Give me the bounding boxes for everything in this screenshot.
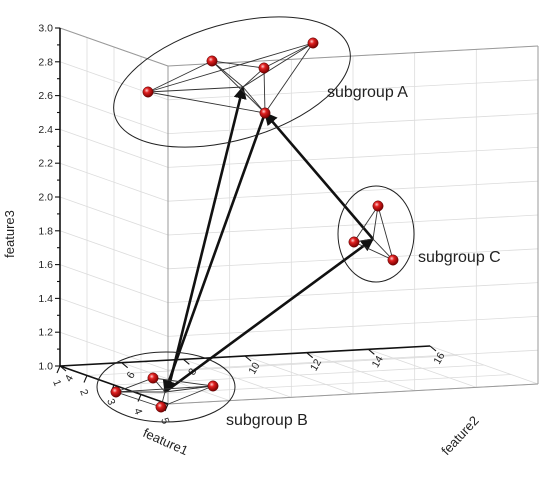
edge-subgroup-B bbox=[115, 391, 162, 408]
axes bbox=[55, 27, 437, 412]
data-point bbox=[348, 236, 360, 248]
z-tick-label: 3.0 bbox=[38, 23, 53, 35]
wall-edge bbox=[167, 45, 539, 67]
wall-edge bbox=[59, 27, 169, 67]
z-axis-title: feature3 bbox=[2, 210, 17, 258]
edge-subgroup-B bbox=[115, 377, 154, 393]
spoke-subgroup-A bbox=[242, 42, 314, 88]
grid bbox=[59, 27, 539, 405]
edge-subgroup-A bbox=[211, 60, 265, 70]
edge-subgroup-C bbox=[377, 205, 395, 261]
gridline bbox=[368, 348, 477, 388]
gridline bbox=[429, 345, 539, 385]
z-tick-label: 1.0 bbox=[38, 361, 53, 373]
x-tick bbox=[56, 365, 61, 374]
edge-subgroup-A bbox=[147, 60, 213, 93]
group-ellipse bbox=[96, 351, 236, 423]
y-tick-label: 10 bbox=[246, 360, 262, 376]
data-points bbox=[110, 37, 399, 413]
gridline bbox=[121, 362, 230, 402]
edge-subgroup-B bbox=[115, 384, 214, 393]
group-label: subgroup B bbox=[226, 412, 308, 429]
spoke-subgroup-B bbox=[164, 384, 214, 393]
x-tick-label: 2 bbox=[77, 388, 90, 398]
y-tick-label: 14 bbox=[370, 354, 386, 370]
data-point bbox=[207, 380, 219, 392]
x-tick-label: 5 bbox=[158, 416, 171, 426]
group-labels: subgroup A subgroup B subgroup C bbox=[226, 84, 501, 429]
link-C-to-A bbox=[264, 112, 374, 240]
data-point bbox=[387, 254, 399, 266]
y-tick bbox=[182, 358, 190, 365]
group-ellipse bbox=[337, 185, 415, 283]
z-tick-label: 2.8 bbox=[38, 56, 53, 68]
data-point bbox=[372, 200, 384, 212]
z-tick-label: 2.6 bbox=[38, 90, 53, 102]
spoke-subgroup-A bbox=[211, 60, 244, 88]
spoke-subgroup-C bbox=[372, 205, 380, 240]
y-axis-title: feature2 bbox=[438, 413, 482, 458]
gridline bbox=[306, 352, 415, 392]
y-tick-label: 6 bbox=[124, 370, 137, 381]
link-A-to-B bbox=[162, 112, 267, 394]
z-tick-label: 1.4 bbox=[38, 293, 53, 305]
y-tick-label: 4 bbox=[63, 373, 76, 384]
data-point bbox=[155, 401, 167, 413]
y-tick-label: 12 bbox=[308, 357, 324, 373]
data-point bbox=[147, 372, 159, 384]
spoke-subgroup-A bbox=[242, 86, 266, 114]
gridline bbox=[244, 355, 354, 395]
edge-subgroup-A bbox=[264, 42, 314, 114]
link-B-to-C bbox=[164, 237, 375, 394]
z-tick-label: 2.0 bbox=[38, 192, 53, 204]
x-axis-title: feature1 bbox=[141, 425, 191, 458]
group-label: subgroup C bbox=[418, 249, 501, 266]
y-tick bbox=[121, 362, 129, 369]
z-tick-label: 1.6 bbox=[38, 259, 53, 271]
y-tick bbox=[59, 365, 67, 372]
group-edges bbox=[115, 41, 395, 408]
x-tick-label: 4 bbox=[131, 407, 144, 417]
data-point bbox=[110, 386, 122, 398]
edge-subgroup-C bbox=[353, 205, 379, 243]
y-tick bbox=[244, 355, 252, 362]
edge-subgroup-C bbox=[353, 241, 394, 261]
x-tick bbox=[83, 375, 88, 383]
x-tick bbox=[137, 394, 142, 402]
group-ellipses bbox=[96, 16, 415, 423]
edge-subgroup-B bbox=[160, 385, 214, 408]
y-tick bbox=[306, 352, 314, 359]
group-label: subgroup A bbox=[327, 84, 408, 101]
z-tick-label: 1.8 bbox=[38, 225, 53, 237]
data-point bbox=[142, 86, 154, 98]
z-tick-label: 2.4 bbox=[38, 124, 53, 136]
y-tick-label: 16 bbox=[431, 350, 447, 366]
edge-subgroup-A bbox=[147, 90, 266, 114]
data-point bbox=[206, 55, 218, 67]
y-tick bbox=[429, 345, 437, 352]
data-point bbox=[258, 62, 270, 74]
z-tick-label: 2.2 bbox=[38, 158, 53, 170]
z-tick-label: 1.2 bbox=[38, 327, 53, 339]
hub-links bbox=[162, 85, 375, 394]
edge-subgroup-A bbox=[263, 42, 314, 69]
x-tick-label: 3 bbox=[104, 397, 117, 407]
y-tick bbox=[367, 348, 375, 355]
data-point bbox=[307, 37, 319, 49]
data-point bbox=[259, 107, 271, 119]
link-B-to-A bbox=[167, 85, 247, 387]
edge-subgroup-A bbox=[147, 41, 314, 93]
edge-subgroup-A bbox=[261, 67, 267, 114]
spoke-subgroup-A bbox=[147, 86, 244, 95]
edge-subgroup-B bbox=[152, 377, 214, 388]
group-ellipse bbox=[113, 16, 351, 148]
x-tick-label: 1 bbox=[50, 378, 63, 388]
